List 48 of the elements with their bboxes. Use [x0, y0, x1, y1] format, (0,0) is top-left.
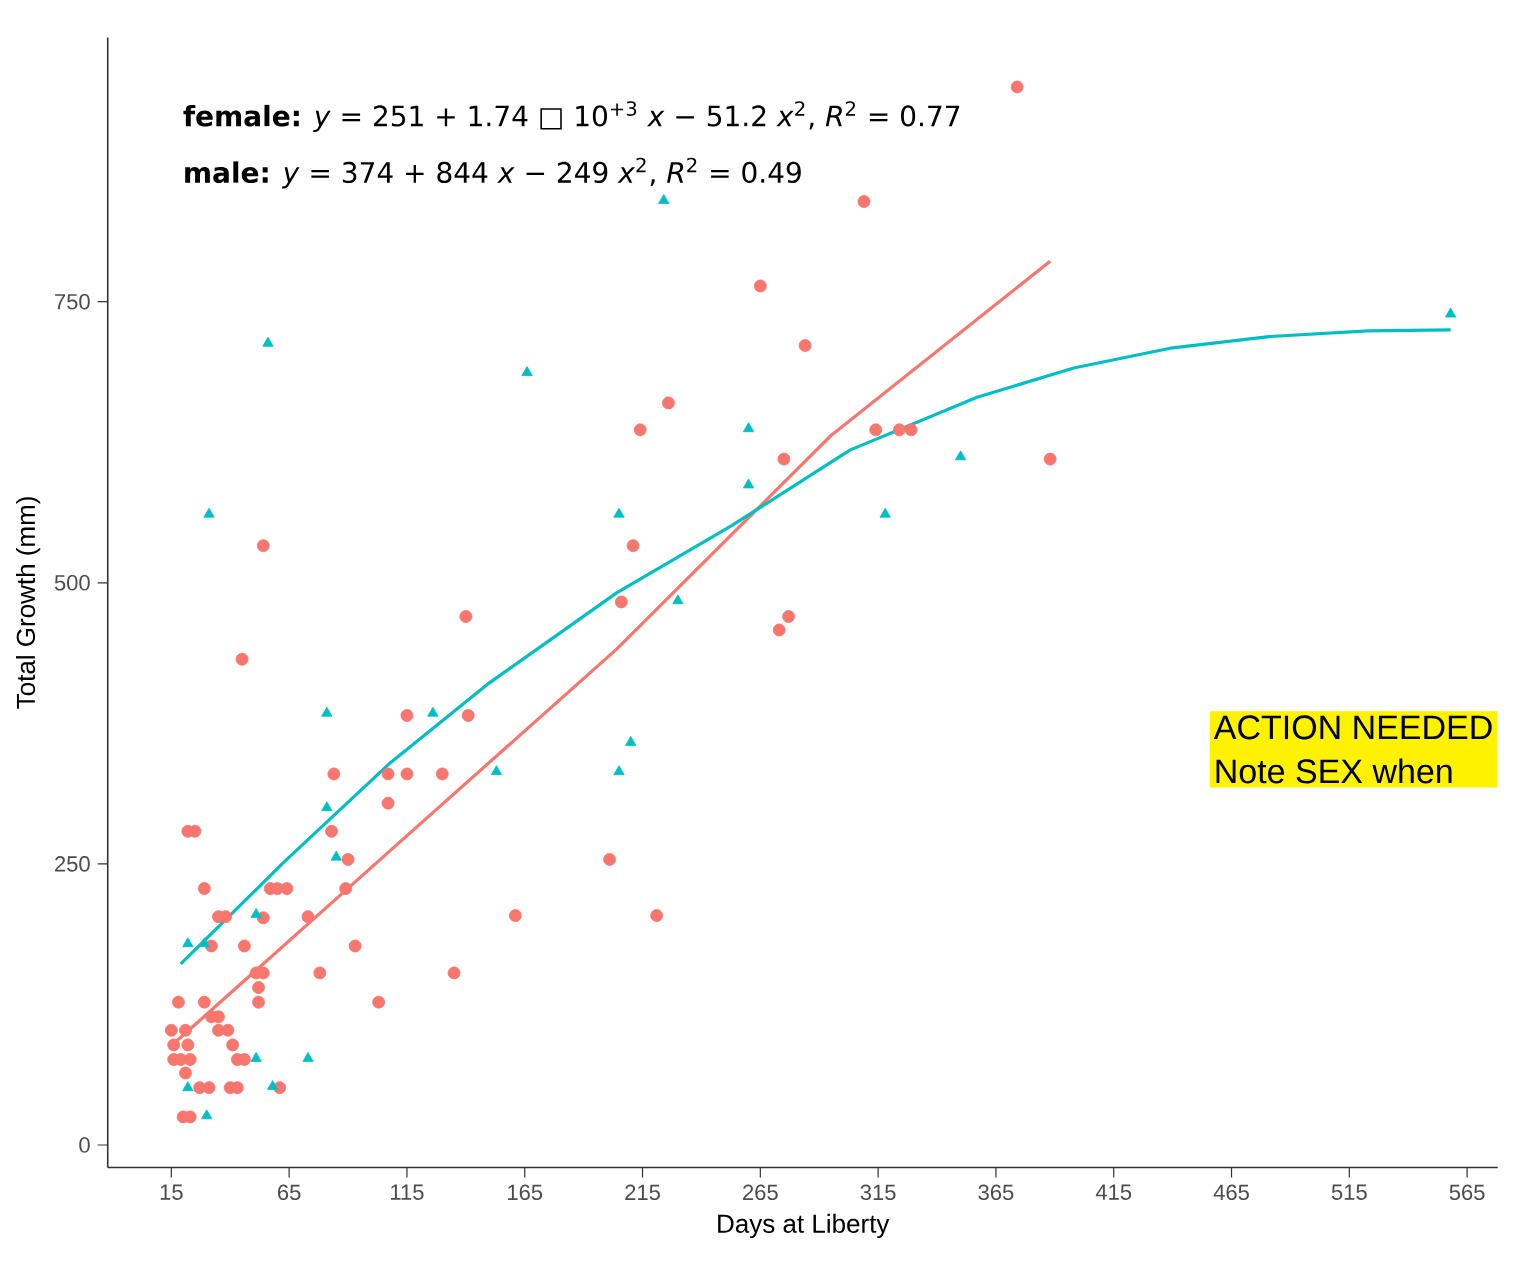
point [490, 765, 503, 776]
x-tick-label: 515 [1331, 1184, 1367, 1200]
point [321, 801, 333, 812]
point [954, 450, 967, 461]
x-tick-label: 465 [1213, 1184, 1249, 1201]
x-tick-label: 165 [508, 1184, 543, 1201]
x-tick-label: 565 [1449, 1184, 1485, 1201]
point [742, 478, 755, 489]
point [613, 765, 625, 776]
point [672, 594, 684, 605]
point [201, 1109, 213, 1120]
x-tick-label: 15 [160, 1184, 183, 1200]
y-tick-label: 500 [54, 575, 90, 591]
point [262, 336, 274, 347]
annotation: Note SEX when [1216, 758, 1452, 784]
point [742, 422, 755, 433]
x-tick-label: 65 [278, 1184, 301, 1201]
point [250, 908, 262, 918]
point [321, 706, 333, 717]
point [625, 736, 637, 746]
point [1445, 307, 1457, 318]
x-tick-label: 265 [743, 1184, 778, 1201]
x-tick-label: 315 [860, 1184, 896, 1201]
x-tick-label: 415 [1095, 1184, 1132, 1200]
point [658, 194, 670, 204]
y-axis-title: Total Growth (mm) [15, 497, 41, 709]
text: male: y = 374 + 844 x − 249 x$^{2}$, R$^{2}$ = 0.49 [185, 157, 801, 189]
x-tick-label: 115 [391, 1184, 424, 1200]
point [613, 507, 625, 518]
point [182, 1081, 194, 1092]
point [182, 937, 194, 948]
point [267, 1080, 279, 1090]
point [198, 937, 210, 948]
point [521, 366, 533, 376]
text: female: y = 251 + 1.74 □ 10$^{+3}$ x − 51.2 x$^{2}$, R$^{2}$ = 0.77 [183, 101, 960, 132]
point [302, 1052, 314, 1062]
x-axis-title: Days at Liberty [718, 1213, 890, 1239]
y-tick-label: 750 [55, 293, 90, 310]
y-tick-label: 250 [55, 856, 90, 872]
annotation: ACTION NEEDED [1213, 715, 1492, 740]
y-tick-label: 0 [79, 1137, 90, 1153]
point [330, 850, 342, 861]
x-tick-label: 215 [625, 1184, 660, 1201]
point [879, 507, 891, 518]
point [203, 507, 215, 518]
x-tick-label: 365 [978, 1184, 1014, 1201]
point [427, 706, 439, 717]
point [250, 1052, 262, 1062]
